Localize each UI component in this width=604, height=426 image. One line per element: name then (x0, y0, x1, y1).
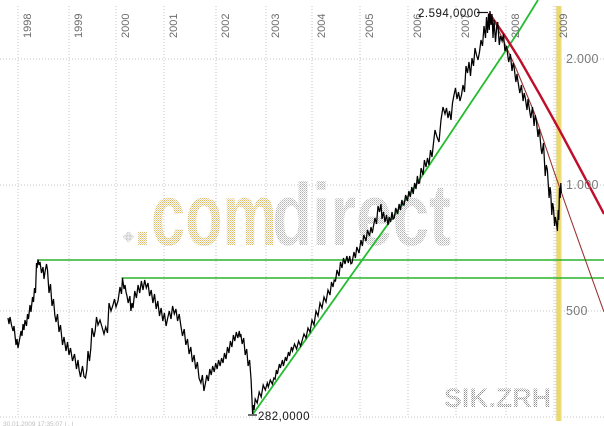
svg-text:direct: direct (272, 165, 451, 264)
svg-text:2006: 2006 (412, 14, 424, 38)
svg-text:2009: 2009 (558, 14, 570, 38)
svg-text:.com: .com (134, 165, 277, 264)
svg-text:2.594,0000: 2.594,0000 (418, 8, 481, 20)
svg-text:2004: 2004 (316, 14, 328, 38)
svg-text:2001: 2001 (168, 14, 180, 38)
svg-text:500: 500 (566, 304, 588, 318)
svg-text:2000: 2000 (120, 14, 132, 38)
svg-text:30.01.2009 17:35:07 | . |: 30.01.2009 17:35:07 | . | (3, 421, 74, 426)
svg-text:2008: 2008 (510, 14, 522, 38)
svg-text:2.000: 2.000 (566, 52, 599, 66)
svg-text:1.000: 1.000 (566, 178, 599, 192)
svg-text:2003: 2003 (270, 14, 282, 38)
svg-text:SIK.ZRH: SIK.ZRH (444, 383, 551, 413)
svg-text:1999: 1999 (73, 14, 85, 38)
svg-text:1998: 1998 (22, 14, 34, 38)
svg-text:2005: 2005 (364, 14, 376, 38)
svg-text:2007: 2007 (460, 14, 472, 38)
svg-text:282,0000: 282,0000 (258, 411, 310, 423)
svg-text:2002: 2002 (220, 14, 232, 38)
